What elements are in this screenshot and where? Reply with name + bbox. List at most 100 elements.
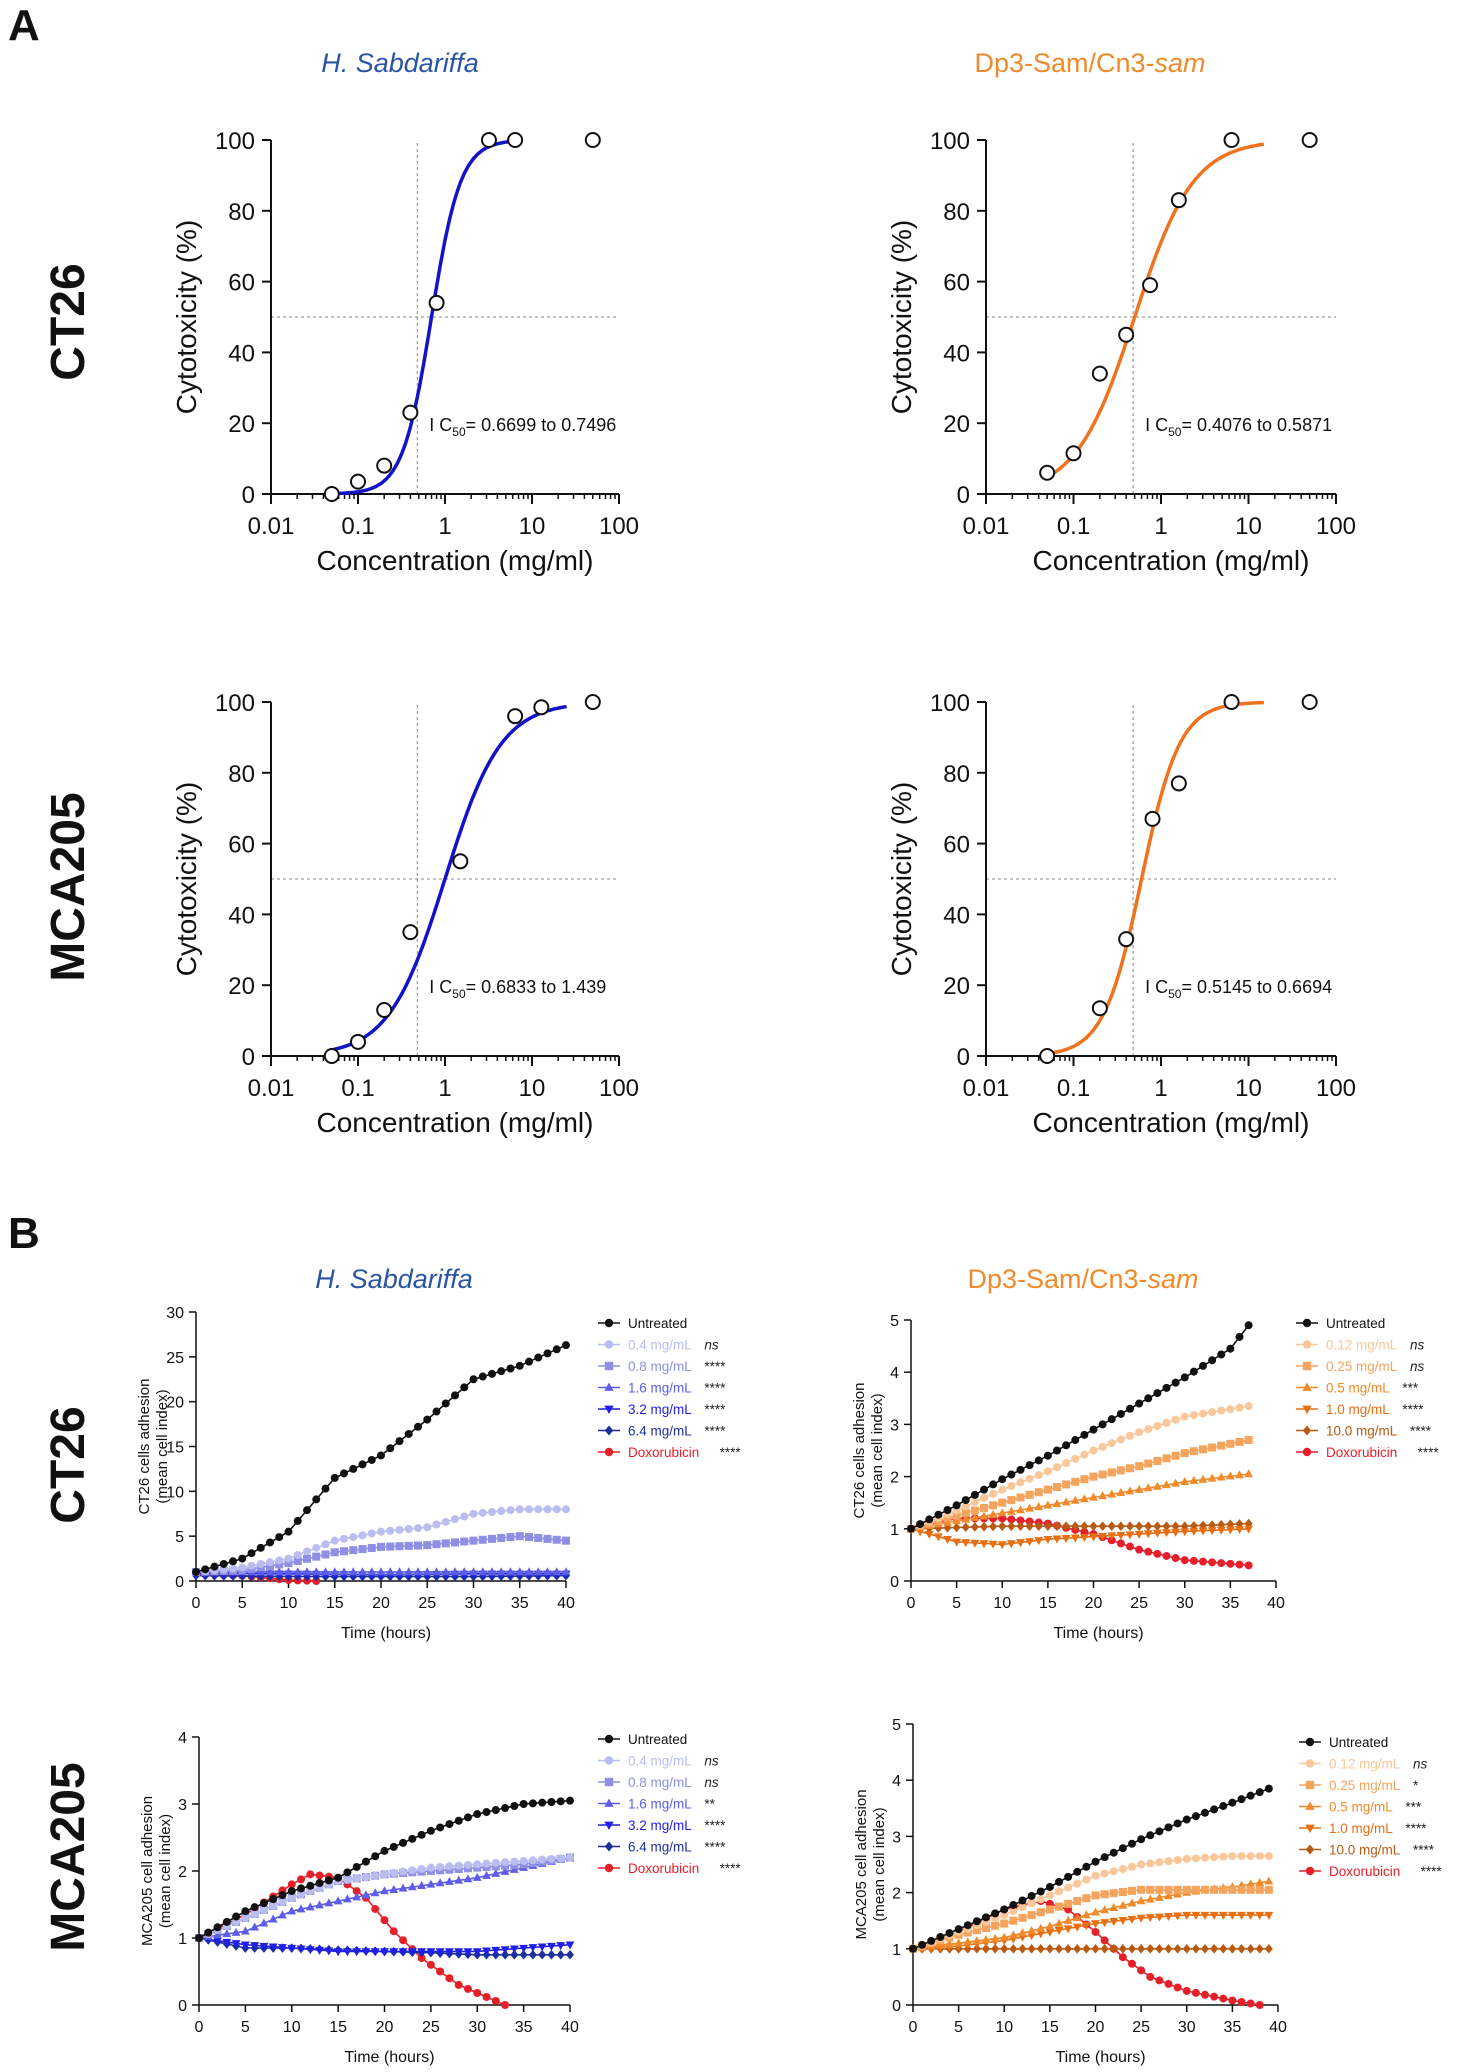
marker-square [1128, 1886, 1136, 1895]
marker-triangle-down [997, 1541, 1007, 1550]
marker-diamond [1109, 1944, 1118, 1954]
marker-circle [1036, 1887, 1045, 1896]
marker-circle [998, 1514, 1007, 1523]
marker-circle [1191, 1854, 1200, 1863]
marker-triangle [454, 1875, 464, 1884]
marker-triangle [459, 1567, 469, 1576]
marker-diamond [1073, 1944, 1082, 1954]
marker-triangle [1063, 1915, 1073, 1924]
marker-circle [352, 1887, 361, 1896]
marker-triangle [970, 1513, 980, 1522]
marker-circle [361, 1857, 370, 1866]
marker-circle [1100, 1869, 1109, 1878]
marker-diamond [980, 1521, 988, 1532]
y-tick-label: 0 [892, 1998, 901, 2015]
marker-circle [1128, 1839, 1136, 1848]
legend-significance: **** [1405, 1821, 1427, 1836]
marker-triangle [999, 1932, 1009, 1941]
marker-triangle [1225, 1471, 1235, 1480]
marker-triangle [404, 1567, 414, 1576]
marker-circle [275, 1533, 284, 1542]
marker-circle [501, 1804, 510, 1813]
marker-circle [417, 1864, 426, 1873]
series-0-25-mg-ml [907, 1436, 1253, 1533]
x-tick-label: 0 [909, 2019, 918, 2036]
marker-circle [547, 1797, 556, 1806]
title-b-dp-italic: sam [1148, 1264, 1199, 1294]
legend-significance: **** [720, 1861, 742, 1876]
marker-circle [1226, 1559, 1235, 1568]
marker-triangle-down [1016, 1539, 1025, 1548]
marker-circle [1016, 1516, 1025, 1525]
y-tick-label: 60 [943, 270, 970, 297]
legend-significance: **** [704, 1840, 726, 1855]
marker-diamond [1219, 1944, 1228, 1954]
marker-triangle [343, 1894, 352, 1903]
marker-diamond [538, 1949, 547, 1960]
marker-triangle [259, 1918, 269, 1927]
y-tick-label: 1 [178, 1931, 187, 1948]
data-point [1301, 694, 1318, 710]
marker-circle [925, 1515, 934, 1524]
marker-circle [534, 1505, 543, 1514]
marker-circle [266, 1538, 274, 1547]
legend-significance: ns [704, 1338, 719, 1353]
marker-circle [604, 1734, 614, 1744]
marker-triangle [515, 1567, 525, 1576]
marker-triangle-down [1136, 1914, 1146, 1923]
marker-circle [907, 1524, 915, 1533]
marker-circle [1135, 1428, 1144, 1437]
marker-square [404, 1541, 413, 1550]
legend-label: 0.12 mg/mL [1329, 1757, 1401, 1772]
marker-circle [340, 1534, 348, 1543]
marker-triangle [935, 1940, 945, 1949]
marker-circle [352, 1862, 361, 1871]
marker-circle [352, 1874, 361, 1883]
marker-triangle-down [556, 1942, 566, 1951]
marker-triangle [1152, 1481, 1162, 1490]
marker-circle [1055, 1877, 1063, 1886]
marker-circle [982, 1913, 990, 1922]
marker-circle [371, 1871, 380, 1880]
series-untreated [192, 1341, 570, 1577]
row-label-mca205-a: MCA205 [42, 792, 95, 981]
marker-circle [972, 1917, 981, 1926]
marker-diamond [519, 1949, 528, 1960]
marker-circle [1062, 1459, 1071, 1468]
marker-circle [1135, 1545, 1144, 1554]
marker-circle [445, 1820, 454, 1829]
marker-square [1305, 1780, 1315, 1790]
marker-triangle-down [445, 1948, 454, 1957]
title-a-hs: H. Sabdariffa [321, 48, 479, 78]
marker-circle [238, 1563, 247, 1572]
marker-circle [1217, 1350, 1226, 1359]
marker-triangle-down [278, 1944, 287, 1953]
ic50-range: = 0.6833 to 1.439 [466, 977, 607, 997]
data-point [584, 694, 601, 710]
title-a-dp-italic: sam [1155, 48, 1206, 78]
row-label-ct26-b: CT26 [42, 1406, 95, 1523]
marker-circle [293, 1516, 302, 1525]
legend-significance: ns [704, 1754, 719, 1769]
ic50-prefix: I C [429, 415, 452, 435]
marker-triangle [367, 1567, 377, 1576]
marker-square [1091, 1891, 1100, 1900]
legend-label: 10.0 mg/mL [1329, 1843, 1401, 1858]
marker-circle [1255, 2001, 1264, 2009]
marker-triangle [1072, 1913, 1082, 1922]
y-tick-label: 100 [930, 690, 970, 717]
marker-circle [334, 1873, 343, 1882]
marker-circle [1302, 1447, 1312, 1457]
marker-triangle-down [1091, 1920, 1100, 1929]
marker-square [293, 1556, 302, 1565]
marker-triangle [972, 1936, 982, 1945]
data-point [1170, 192, 1187, 209]
x-tick-label: 10 [993, 1595, 1011, 1612]
adhesion-b_mca_dp: 0 1 2 3 4 5 0 5 10 15 20 25 30 35 40 Time (hours) MCA205… [853, 1717, 1442, 2066]
y-tick-label: 0 [957, 1044, 970, 1071]
legend-label: 1.0 mg/mL [1329, 1821, 1393, 1836]
marker-circle [469, 1375, 478, 1384]
series-doxorubicin [195, 1870, 510, 2009]
marker-square [1000, 1919, 1009, 1928]
x-tick-label: 100 [1316, 513, 1356, 540]
